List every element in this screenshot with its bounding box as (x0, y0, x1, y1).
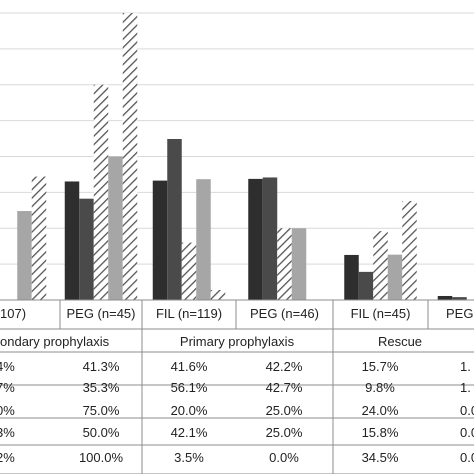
table-cell: 7% (0, 380, 15, 395)
category-label: PEG (n=45) (66, 306, 135, 321)
bar (17, 211, 32, 300)
table-cell: 1. (460, 380, 471, 395)
table-cell: 15.7% (362, 359, 399, 374)
table-cell: 0% (0, 403, 15, 418)
group-label: Primary prophylaxis (180, 334, 295, 349)
table-cell: 0.0% (269, 450, 299, 465)
table-cell: 41.6% (171, 359, 208, 374)
bar (210, 289, 226, 300)
table-cell: 3% (0, 425, 15, 440)
bar (108, 156, 123, 300)
category-label: PEG (n=46) (250, 306, 319, 321)
category-label: PEG (446, 306, 473, 321)
data-table: 107) PEG (n=45) FIL (n=119) PEG (n=46) FIL (… (0, 299, 474, 474)
bar (196, 179, 211, 300)
bar (387, 254, 403, 300)
table-cell: 2% (0, 450, 15, 465)
bar (31, 176, 47, 300)
table-cell: 1. (460, 359, 471, 374)
table-cell: 20.0% (171, 403, 208, 418)
table-cell: 15.8% (362, 425, 399, 440)
category-label: FIL (n=45) (351, 306, 411, 321)
bar (79, 198, 94, 300)
table-cell: 0.0 (460, 403, 474, 418)
table-cell: 35.3% (83, 380, 120, 395)
bar (64, 181, 80, 300)
bar (344, 254, 359, 300)
bar (358, 271, 374, 300)
bar (373, 231, 388, 300)
table-cell: 9.8% (365, 380, 395, 395)
bar (181, 242, 197, 300)
category-label: FIL (n=119) (156, 306, 222, 321)
table-cell: 3.5% (174, 450, 204, 465)
table-cell: 25.0% (266, 403, 303, 418)
bar (291, 228, 307, 300)
table-cell: 56.1% (171, 380, 208, 395)
table-cell: 24.0% (362, 403, 399, 418)
bar (152, 180, 168, 300)
bar (452, 297, 467, 300)
bar (248, 178, 263, 300)
category-label: 107) (0, 306, 26, 321)
bar (437, 295, 453, 300)
table-cell: 0.0 (460, 450, 474, 465)
group-label: ondary prophylaxis (0, 334, 110, 349)
bar (93, 84, 109, 300)
table-cell: 50.0% (83, 425, 120, 440)
bar (122, 13, 138, 300)
table-cell: 25.0% (266, 425, 303, 440)
table-cell: 4% (0, 359, 15, 374)
bars (17, 13, 467, 300)
table-cell: 42.2% (266, 359, 303, 374)
table-cell: 0.0 (460, 425, 474, 440)
group-label: Rescue (378, 334, 422, 349)
table-cell: 41.3% (83, 359, 120, 374)
table-cell: 100.0% (79, 450, 124, 465)
table-cell: 34.5% (362, 450, 399, 465)
bar (277, 228, 292, 300)
table-cell: 42.1% (171, 425, 208, 440)
table-cell: 75.0% (83, 403, 120, 418)
bar (167, 138, 182, 300)
bar (402, 200, 417, 300)
bar (262, 177, 278, 300)
table-cell: 42.7% (266, 380, 303, 395)
